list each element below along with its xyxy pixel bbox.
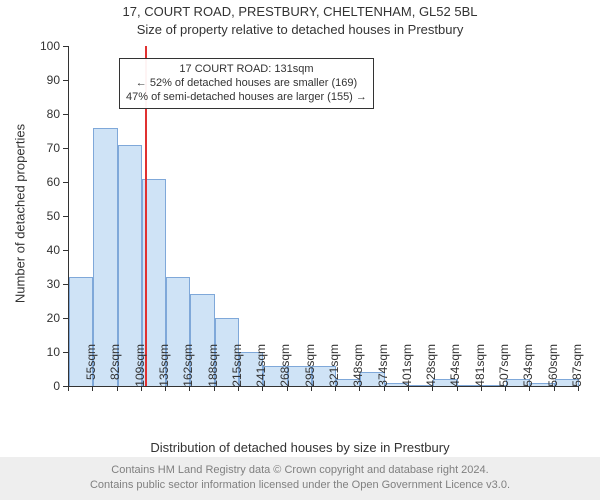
y-tick-mark xyxy=(63,284,68,285)
x-tick-mark xyxy=(117,386,118,391)
y-tick-label: 100 xyxy=(0,39,60,53)
x-tick-mark xyxy=(262,386,263,391)
x-tick-label: 188sqm xyxy=(206,344,220,394)
y-tick-label: 60 xyxy=(0,175,60,189)
x-tick-label: 534sqm xyxy=(521,344,535,394)
x-tick-mark xyxy=(432,386,433,391)
page-subtitle: Size of property relative to detached ho… xyxy=(0,22,600,37)
x-tick-mark xyxy=(287,386,288,391)
annotation-line-2: ← 52% of detached houses are smaller (16… xyxy=(126,77,367,91)
x-tick-label: 321sqm xyxy=(327,344,341,394)
y-tick-mark xyxy=(63,148,68,149)
x-tick-label: 268sqm xyxy=(278,344,292,394)
y-tick-label: 10 xyxy=(0,345,60,359)
y-tick-mark xyxy=(63,318,68,319)
x-tick-label: 560sqm xyxy=(546,344,560,394)
x-tick-mark xyxy=(481,386,482,391)
x-tick-label: 55sqm xyxy=(84,344,98,394)
y-tick-label: 30 xyxy=(0,277,60,291)
x-tick-mark xyxy=(529,386,530,391)
x-tick-label: 215sqm xyxy=(230,344,244,394)
x-tick-label: 162sqm xyxy=(181,344,195,394)
x-tick-mark xyxy=(554,386,555,391)
x-tick-label: 241sqm xyxy=(254,344,268,394)
page-title: 17, COURT ROAD, PRESTBURY, CHELTENHAM, G… xyxy=(0,4,600,19)
y-tick-label: 50 xyxy=(0,209,60,223)
histogram-plot: 17 COURT ROAD: 131sqm← 52% of detached h… xyxy=(68,46,579,387)
x-tick-label: 348sqm xyxy=(351,344,365,394)
y-tick-mark xyxy=(63,216,68,217)
x-tick-mark xyxy=(165,386,166,391)
x-tick-mark xyxy=(578,386,579,391)
x-tick-mark xyxy=(189,386,190,391)
x-tick-label: 587sqm xyxy=(570,344,584,394)
y-tick-label: 90 xyxy=(0,73,60,87)
y-tick-mark xyxy=(63,250,68,251)
y-tick-label: 20 xyxy=(0,311,60,325)
y-tick-mark xyxy=(63,46,68,47)
x-tick-mark xyxy=(68,386,69,391)
x-tick-mark xyxy=(457,386,458,391)
attribution-footer: Contains HM Land Registry data © Crown c… xyxy=(0,457,600,500)
y-tick-label: 40 xyxy=(0,243,60,257)
x-tick-label: 481sqm xyxy=(473,344,487,394)
x-tick-label: 374sqm xyxy=(376,344,390,394)
x-tick-label: 82sqm xyxy=(108,344,122,394)
y-axis-label: Number of detached properties xyxy=(13,114,28,314)
y-tick-mark xyxy=(63,182,68,183)
x-tick-mark xyxy=(359,386,360,391)
footer-line-1: Contains HM Land Registry data © Crown c… xyxy=(4,463,596,477)
y-tick-mark xyxy=(63,80,68,81)
x-axis-label: Distribution of detached houses by size … xyxy=(0,440,600,455)
x-tick-mark xyxy=(92,386,93,391)
x-tick-mark xyxy=(335,386,336,391)
x-tick-label: 135sqm xyxy=(157,344,171,394)
x-tick-label: 401sqm xyxy=(400,344,414,394)
x-tick-mark xyxy=(238,386,239,391)
y-tick-label: 80 xyxy=(0,107,60,121)
x-tick-mark xyxy=(505,386,506,391)
x-tick-label: 507sqm xyxy=(497,344,511,394)
y-tick-label: 0 xyxy=(0,379,60,393)
y-tick-label: 70 xyxy=(0,141,60,155)
annotation-box: 17 COURT ROAD: 131sqm← 52% of detached h… xyxy=(119,58,374,109)
x-tick-label: 454sqm xyxy=(448,344,462,394)
annotation-line-1: 17 COURT ROAD: 131sqm xyxy=(126,63,367,77)
x-tick-label: 109sqm xyxy=(133,344,147,394)
x-tick-mark xyxy=(384,386,385,391)
y-tick-mark xyxy=(63,114,68,115)
y-tick-mark xyxy=(63,352,68,353)
x-tick-mark xyxy=(214,386,215,391)
annotation-line-3: 47% of semi-detached houses are larger (… xyxy=(126,91,367,105)
footer-line-2: Contains public sector information licen… xyxy=(4,478,596,492)
x-tick-mark xyxy=(141,386,142,391)
x-tick-label: 295sqm xyxy=(303,344,317,394)
x-tick-label: 428sqm xyxy=(424,344,438,394)
x-tick-mark xyxy=(408,386,409,391)
x-tick-mark xyxy=(311,386,312,391)
